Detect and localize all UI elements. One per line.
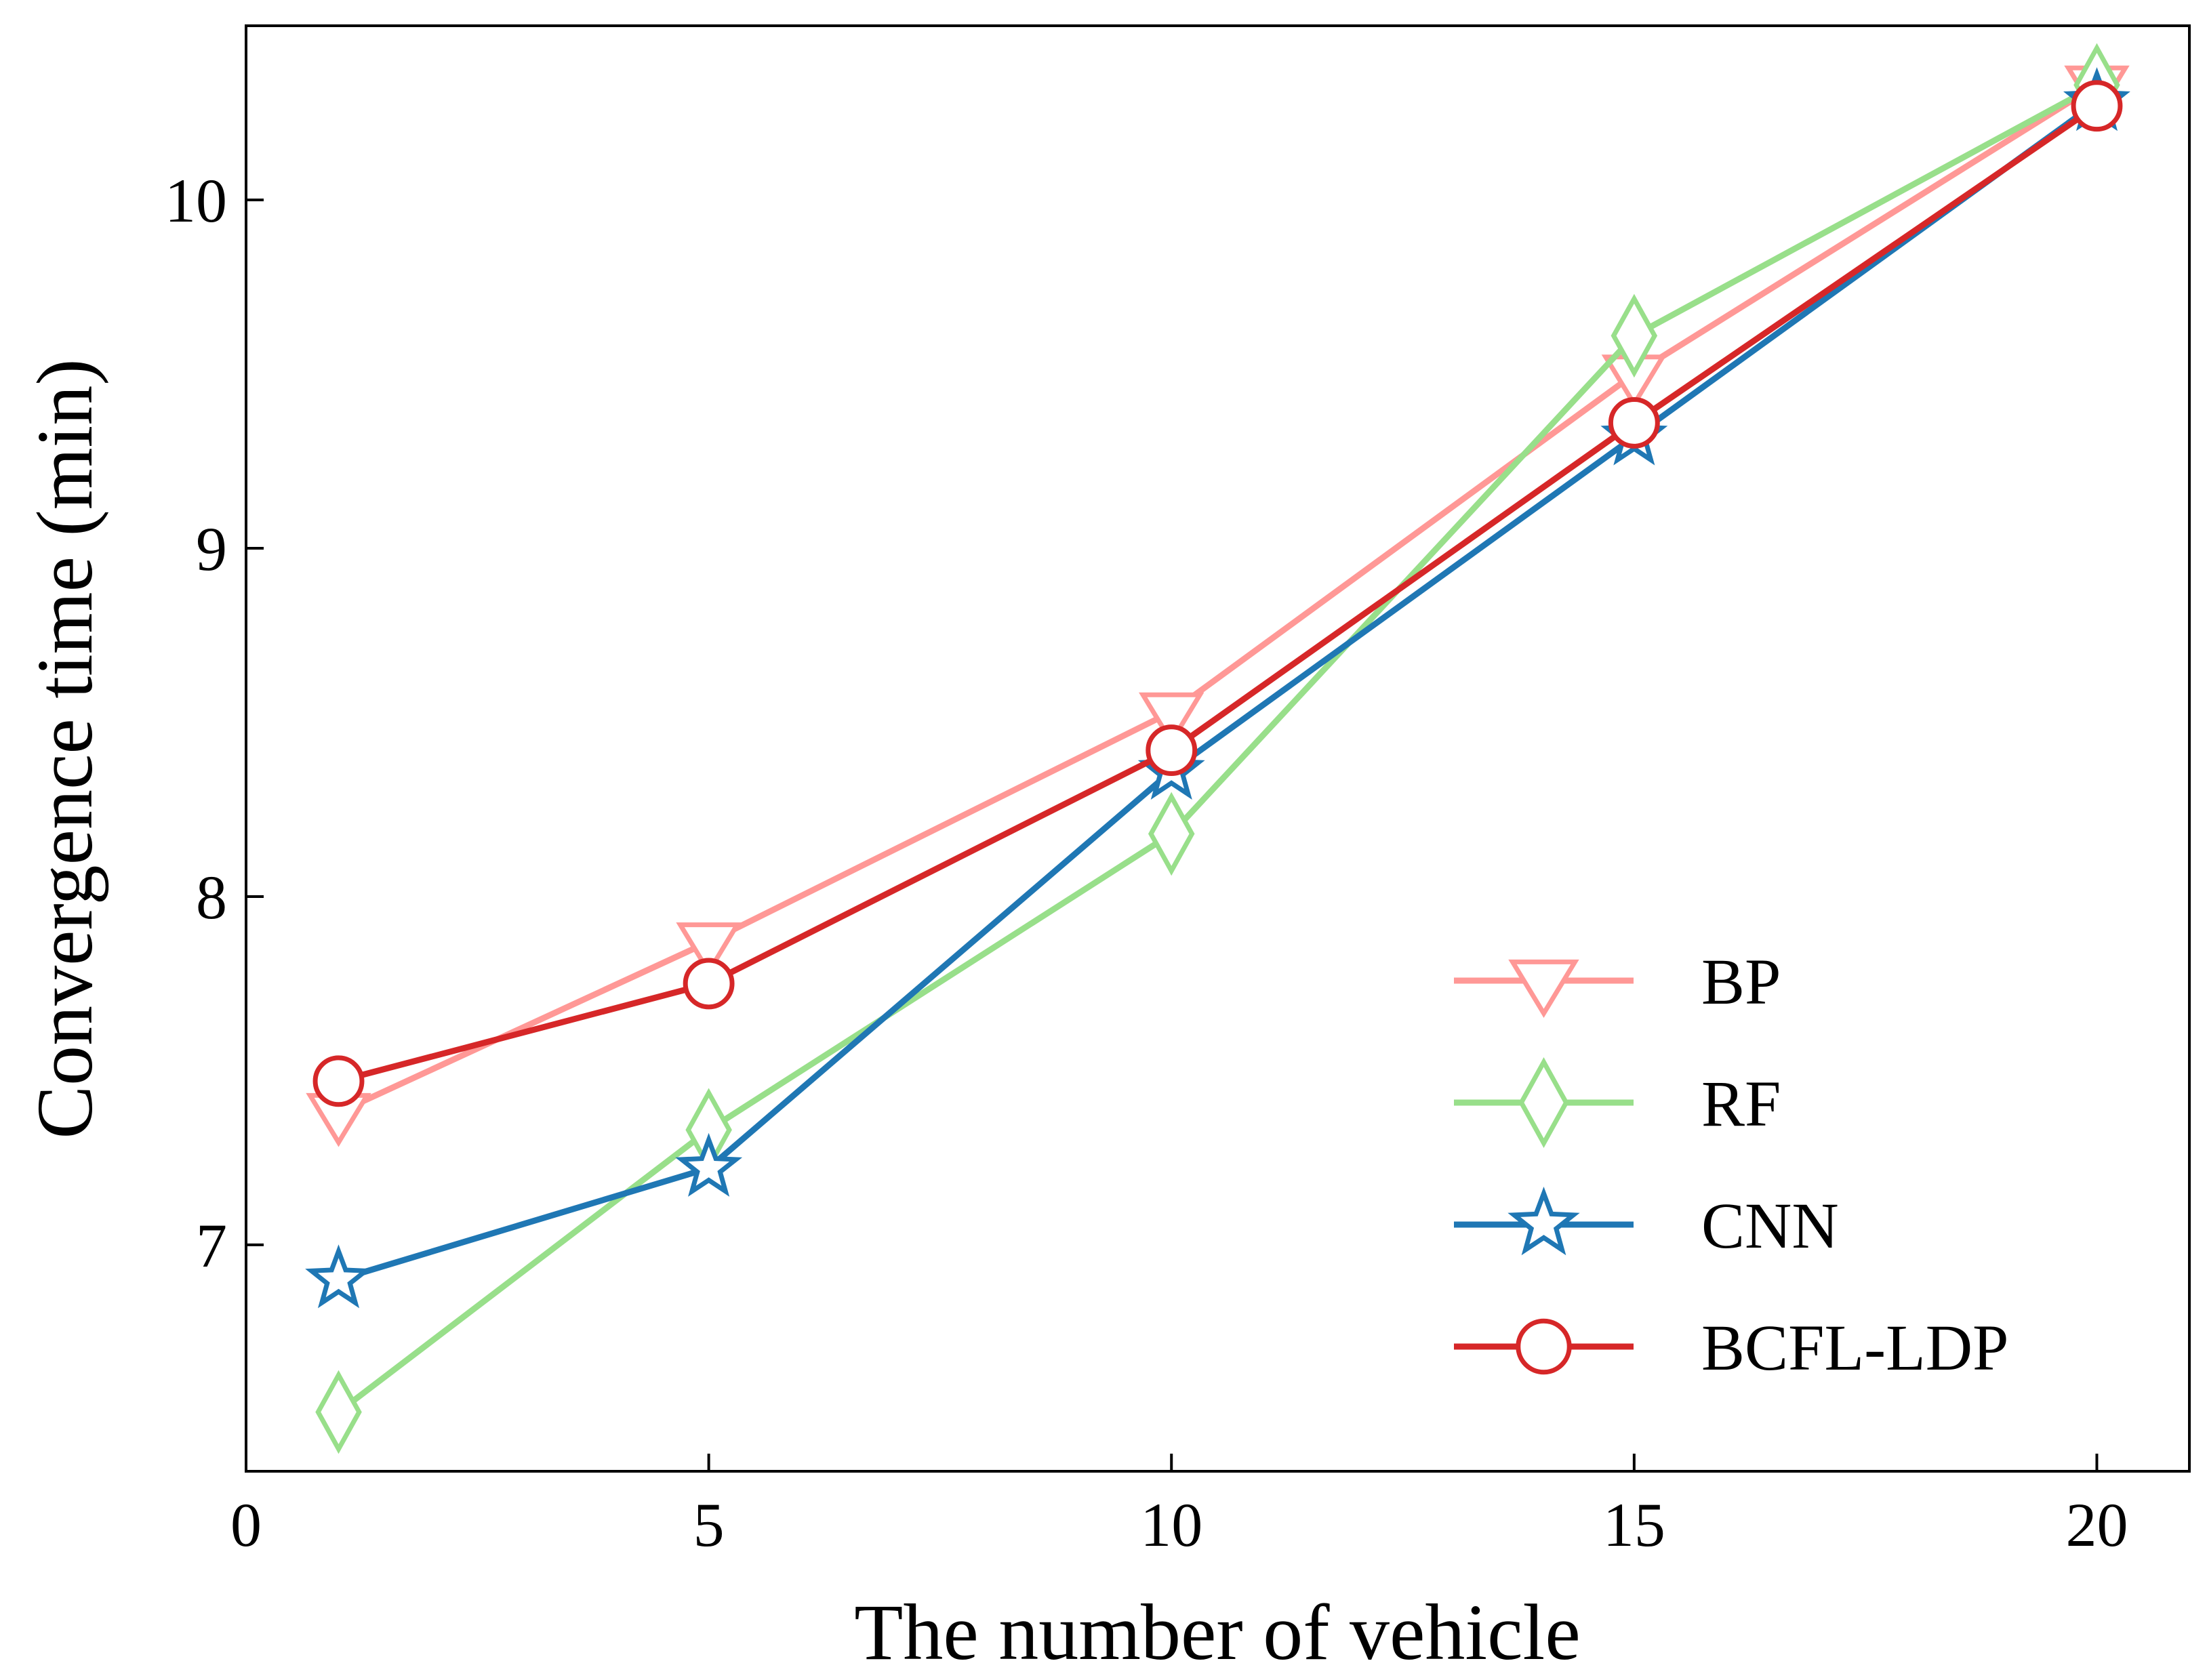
y-axis-title: Convergence time (min) <box>20 358 109 1139</box>
x-tick-label: 15 <box>1603 1490 1665 1559</box>
data-point-rf <box>315 1370 362 1454</box>
series-line-bp <box>337 82 2099 1115</box>
ticks-layer: 0 5 10 15 20 7 8 9 10 <box>165 166 2128 1559</box>
data-point-rf <box>1148 792 1195 876</box>
legend-marker-bcfl-ldp <box>1516 1318 1572 1375</box>
legend-label-rf: RF <box>1701 1067 1781 1140</box>
y-tick-label: 8 <box>196 863 227 932</box>
plot-frame <box>245 24 2191 1473</box>
legend-item-bp: BP <box>1454 945 1781 1019</box>
x-tick-label: 0 <box>230 1490 262 1559</box>
legend-item-rf: RF <box>1454 1057 1781 1149</box>
data-point-cnn <box>305 1244 372 1309</box>
y-tick-label: 7 <box>196 1211 227 1280</box>
data-point-rf <box>1611 293 1658 378</box>
data-point-bp <box>1138 692 1204 747</box>
legend-marker-rf <box>1518 1057 1569 1149</box>
data-point-cnn <box>675 1132 743 1197</box>
series-line-cnn <box>338 100 2099 1283</box>
legend-item-cnn: CNN <box>1454 1187 1839 1262</box>
x-axis-title: The number of vehicle <box>854 1588 1580 1677</box>
y-tick-label: 9 <box>196 514 227 583</box>
series-layer <box>305 43 2130 1454</box>
x-tick-label: 10 <box>1140 1490 1202 1559</box>
legend-label-cnn: CNN <box>1701 1189 1839 1262</box>
legend-marker-cnn <box>1507 1187 1580 1256</box>
data-point-bcfl-ldp <box>1146 724 1198 777</box>
legend-label-bp: BP <box>1701 945 1781 1018</box>
x-tick-label: 5 <box>693 1490 725 1559</box>
legend: BP RF CNN BCFL-LDP <box>1454 945 2008 1384</box>
data-point-bcfl-ldp <box>2071 80 2123 132</box>
data-point-bcfl-ldp <box>683 958 735 1010</box>
series-bp <box>306 65 2130 1147</box>
data-point-bcfl-ldp <box>312 1055 365 1107</box>
legend-label-bcfl-ldp: BCFL-LDP <box>1701 1311 2008 1384</box>
x-tick-label: 20 <box>2065 1490 2128 1559</box>
legend-item-bcfl-ldp: BCFL-LDP <box>1454 1311 2008 1384</box>
series-cnn <box>305 67 2130 1309</box>
series-rf <box>315 43 2120 1454</box>
data-point-bp <box>676 922 742 977</box>
legend-marker-bp <box>1508 959 1579 1019</box>
y-tick-label: 10 <box>165 166 227 235</box>
data-point-bcfl-ldp <box>1608 396 1660 449</box>
series-bcfl-ldp <box>312 80 2123 1107</box>
